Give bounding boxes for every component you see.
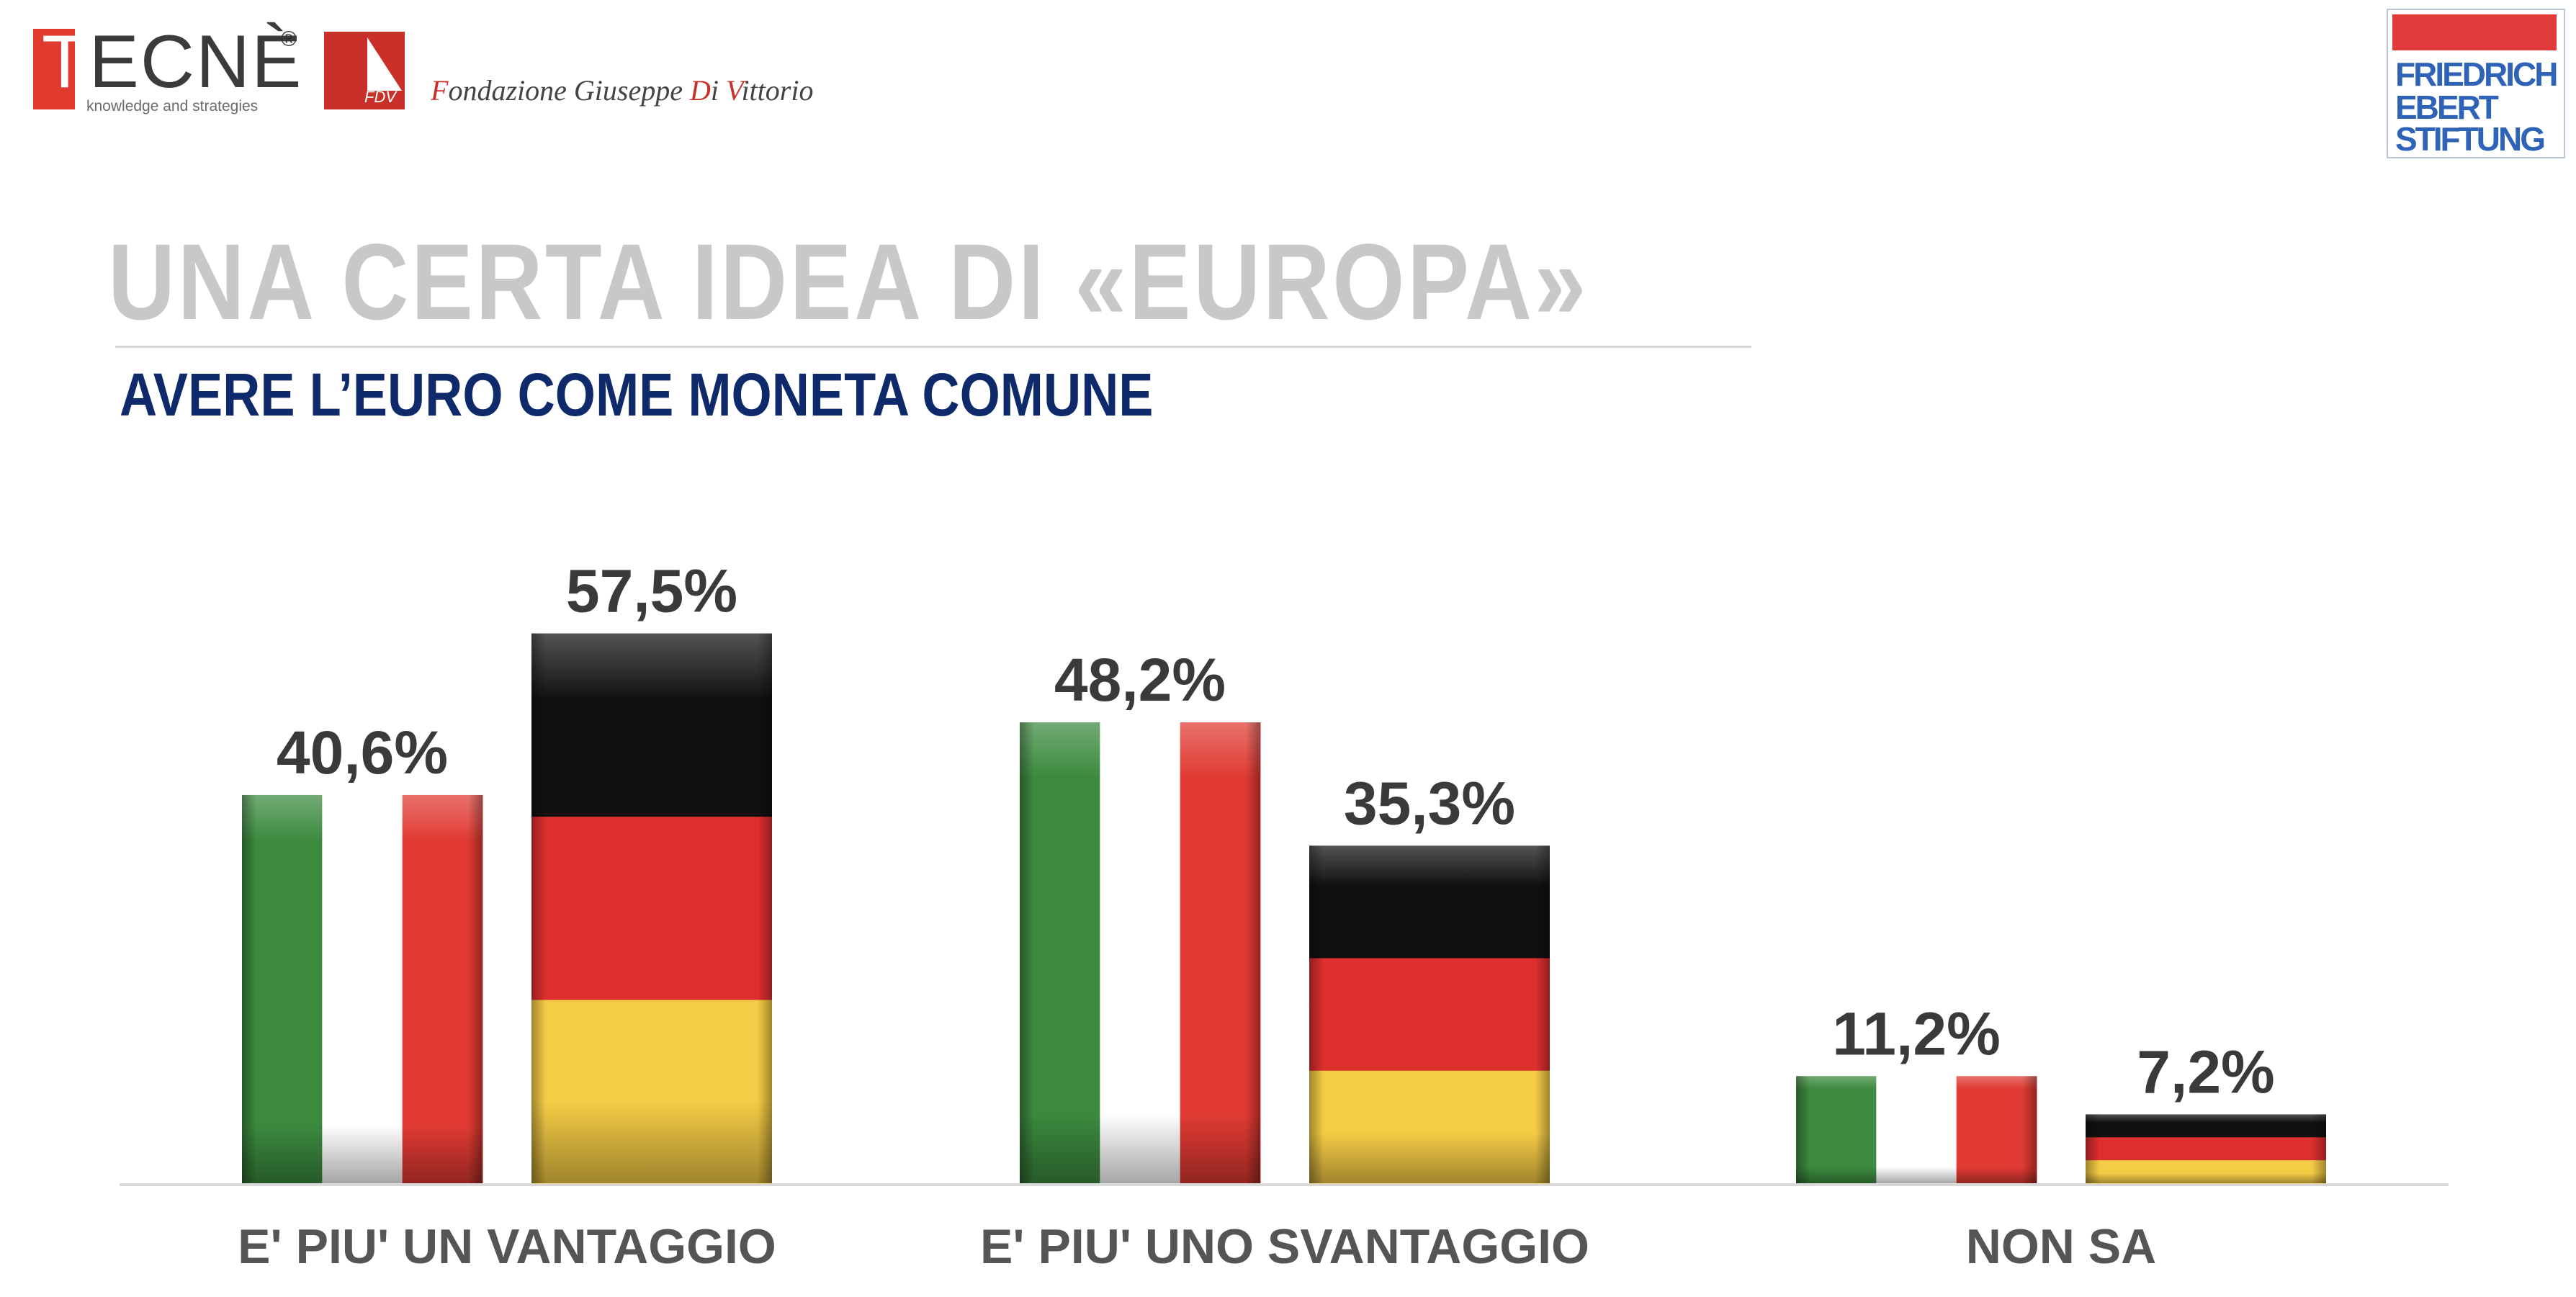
fes-logo-bar (2392, 14, 2557, 50)
value-label: 57,5% (566, 557, 737, 625)
value-label: 11,2% (1832, 1000, 2001, 1067)
fdv-name-part: ittorio (741, 74, 814, 107)
page-subtitle: AVERE L’EURO COME MONETA COMUNE (120, 361, 1154, 428)
fdv-logo: FDV Fondazione Giuseppe Di Vittorio (324, 32, 828, 111)
fdv-mark-text: FDV (364, 88, 398, 106)
fdv-name-part: F (431, 74, 449, 107)
fdv-name-part: V (725, 74, 742, 107)
value-label: 7,2% (2137, 1038, 2274, 1105)
bar-italy (1020, 722, 1261, 1183)
category-label: NON SA (1966, 1219, 2156, 1274)
tecne-tagline: knowledge and strategies (86, 98, 259, 115)
value-label: 35,3% (1344, 769, 1515, 837)
bar-italy (242, 794, 483, 1183)
bar-germany (2086, 1114, 2326, 1184)
category-label: E' PIU' UN VANTAGGIO (238, 1219, 776, 1274)
fes-logo-line: EBERT (2395, 89, 2499, 126)
fdv-name-part: D (689, 74, 711, 107)
fdv-name-part: i (710, 74, 726, 107)
tecne-logo: TECNÈ ® knowledge and strategies (33, 24, 307, 115)
fdv-name-part: ondazione Giuseppe (448, 74, 690, 107)
tecne-logo-mark (33, 29, 75, 109)
value-label: 48,2% (1054, 646, 1226, 714)
bar-germany (1309, 845, 1550, 1184)
bar-italy (1796, 1076, 2037, 1183)
title-divider (115, 346, 1751, 348)
registered-mark: ® (281, 27, 297, 51)
page-title: UNA CERTA IDEA DI «EUROPA» (108, 221, 1589, 342)
fes-logo-line: FRIEDRICH (2395, 55, 2558, 93)
tecne-logo-text: TECNÈ (42, 20, 303, 104)
category-label: E' PIU' UNO SVANTAGGIO (980, 1219, 1589, 1274)
fdv-name: Fondazione Giuseppe Di Vittorio (431, 73, 813, 107)
fdv-logo-mark: FDV (324, 32, 405, 109)
bar-germany (531, 633, 772, 1184)
value-label: 40,6% (277, 719, 448, 786)
fes-logo: FRIEDRICH EBERT STIFTUNG (2387, 9, 2565, 158)
fes-logo-line: STIFTUNG (2395, 120, 2546, 158)
fdv-mark-icon: FDV (364, 37, 402, 106)
